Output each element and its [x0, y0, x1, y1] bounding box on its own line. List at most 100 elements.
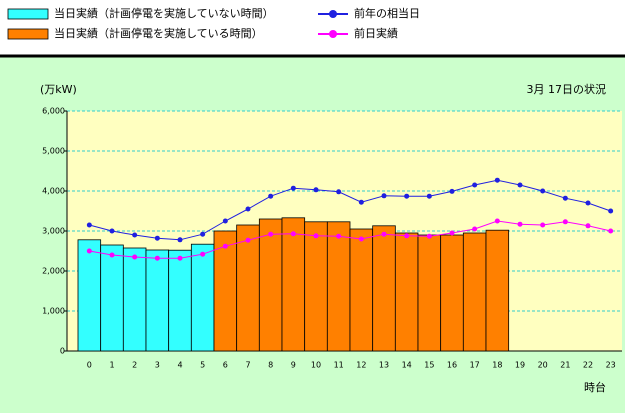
marker	[268, 193, 274, 199]
marker	[585, 223, 591, 229]
marker	[245, 237, 251, 243]
bar	[145, 249, 170, 352]
marker	[449, 188, 455, 194]
marker	[517, 182, 523, 188]
bar	[281, 217, 306, 352]
marker	[154, 255, 160, 261]
x-tick-label: 18	[492, 361, 502, 370]
y-tick-label: 1,000	[42, 307, 65, 316]
bar	[372, 225, 396, 352]
bar	[440, 234, 464, 352]
marker	[608, 228, 614, 234]
x-tick-label: 1	[109, 361, 114, 370]
marker	[472, 182, 478, 188]
marker	[200, 251, 206, 257]
marker	[608, 208, 614, 214]
marker	[109, 228, 115, 234]
marker	[313, 187, 319, 193]
marker	[517, 221, 523, 227]
chart-title: 3月 17日の状況	[527, 82, 607, 96]
bar	[236, 224, 260, 352]
x-tick-label: 22	[583, 361, 593, 370]
y-tick-label: 2,000	[42, 267, 65, 276]
x-tick-label: 21	[560, 361, 570, 370]
x-tick-label: 0	[87, 361, 92, 370]
marker	[540, 188, 546, 194]
x-tick-label: 5	[200, 361, 205, 370]
marker	[177, 237, 183, 243]
x-tick-label: 3	[155, 361, 160, 370]
bar	[190, 243, 215, 352]
x-tick-label: 17	[470, 361, 480, 370]
legend-swatch	[7, 28, 49, 40]
marker	[313, 233, 319, 239]
marker	[585, 200, 591, 206]
bar	[100, 244, 124, 352]
x-tick-label: 7	[245, 361, 250, 370]
bar	[462, 232, 487, 352]
marker	[336, 189, 342, 195]
marker	[86, 222, 92, 228]
x-tick-label: 16	[447, 361, 457, 370]
marker	[132, 232, 138, 238]
bar	[168, 249, 192, 352]
y-tick-label: 3,000	[42, 227, 65, 236]
bar	[349, 228, 374, 352]
legend-swatch	[7, 8, 49, 20]
x-tick-label: 13	[379, 361, 389, 370]
marker	[290, 231, 296, 237]
y-axis-label: (万kW)	[40, 83, 77, 96]
bar	[417, 234, 442, 352]
marker	[154, 235, 160, 241]
x-tick-label: 15	[424, 361, 434, 370]
marker	[426, 193, 432, 199]
marker	[222, 243, 228, 249]
marker	[132, 254, 138, 260]
x-tick-label: 12	[356, 361, 366, 370]
bar	[258, 218, 283, 352]
bar	[304, 221, 328, 352]
x-tick-label: 4	[177, 361, 182, 370]
y-tick-label: 4,000	[42, 187, 65, 196]
marker	[336, 233, 342, 239]
marker	[245, 206, 251, 212]
bar	[394, 232, 419, 352]
marker	[177, 255, 183, 261]
marker	[404, 193, 410, 199]
line	[89, 179, 611, 241]
x-tick-label: 9	[291, 361, 296, 370]
bar	[122, 247, 147, 352]
bar	[326, 221, 351, 352]
x-tick-label: 6	[223, 361, 228, 370]
y-tick-label: 5,000	[42, 147, 65, 156]
legend-label: 当日実績（計画停電を実施していない時間）	[54, 6, 274, 20]
marker	[222, 218, 228, 224]
legend-label: 当日実績（計画停電を実施している時間）	[54, 26, 263, 40]
y-tick-label: 6,000	[42, 107, 65, 116]
marker	[109, 252, 115, 258]
legend-label: 前日実績	[354, 26, 398, 40]
x-tick-label: 10	[311, 361, 321, 370]
marker	[494, 177, 500, 183]
x-tick-label: 20	[538, 361, 548, 370]
marker	[494, 218, 500, 224]
x-axis-label: 時台	[584, 380, 606, 394]
legend-marker	[329, 10, 337, 18]
marker	[562, 195, 568, 201]
marker	[472, 226, 478, 232]
marker	[86, 248, 92, 254]
x-tick-label: 19	[515, 361, 525, 370]
bar	[77, 239, 102, 352]
marker	[381, 193, 387, 199]
bar	[485, 229, 510, 352]
marker	[358, 199, 364, 205]
y-tick-label: 0	[60, 347, 65, 356]
marker	[268, 231, 274, 237]
line	[89, 220, 611, 259]
legend-label: 前年の相当日	[354, 6, 420, 20]
x-tick-label: 8	[268, 361, 273, 370]
marker	[449, 230, 455, 236]
x-tick-label: 23	[606, 361, 616, 370]
marker	[404, 233, 410, 239]
